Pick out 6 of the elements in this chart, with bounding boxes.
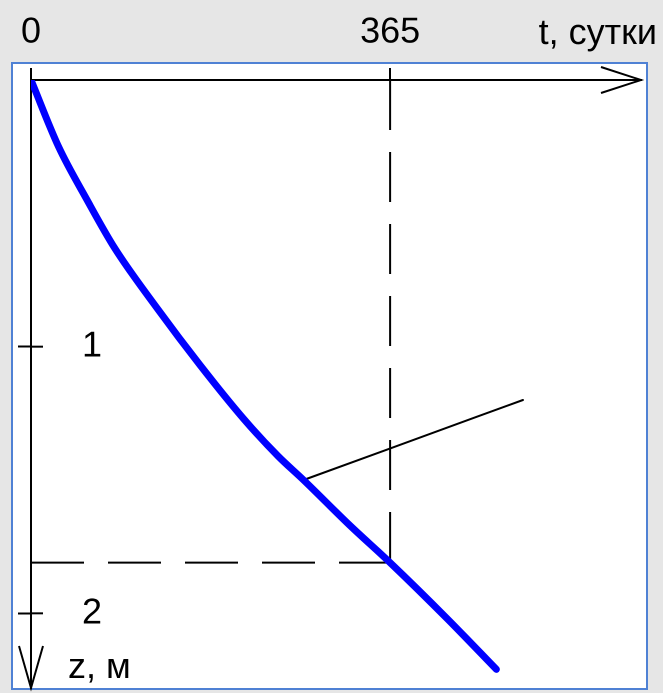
x-tick-label: 365 (360, 9, 420, 50)
x-axis-title: t, сутки (538, 11, 657, 52)
y-tick-label: 1 (82, 324, 102, 365)
x-tick-label: 0 (20, 9, 42, 50)
y-tick-label: 2 (82, 590, 102, 632)
y-axis-title: z, м (68, 645, 131, 686)
